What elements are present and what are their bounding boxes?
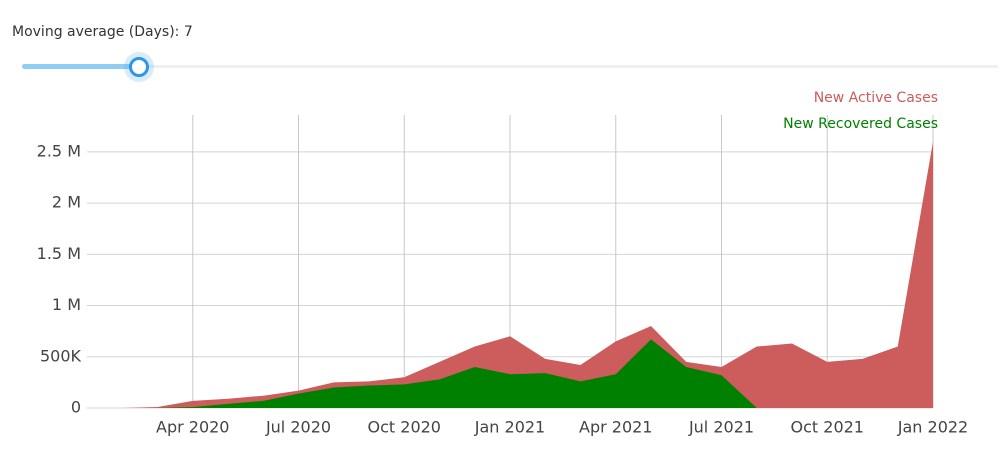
x-tick-label: Jan 2021 xyxy=(474,418,545,437)
slider-rail[interactable] xyxy=(22,65,998,68)
slider-track[interactable] xyxy=(22,64,139,69)
slider-label-text: Moving average (Days): xyxy=(12,24,180,40)
slider-value: 7 xyxy=(183,24,193,40)
y-tick-label: 500K xyxy=(40,346,82,365)
y-tick-label: 0 xyxy=(71,398,81,417)
x-tick-label: Jul 2020 xyxy=(265,418,331,437)
y-tick-label: 1.5 M xyxy=(37,244,81,263)
x-tick-label: Oct 2020 xyxy=(368,418,441,437)
x-tick-label: Apr 2021 xyxy=(579,418,652,437)
y-tick-label: 1 M xyxy=(52,295,81,314)
y-tick-label: 2.5 M xyxy=(37,141,81,160)
slider-handle[interactable] xyxy=(129,57,149,77)
slider-label: Moving average (Days): 7 xyxy=(12,24,193,40)
x-tick-label: Oct 2021 xyxy=(791,418,864,437)
x-tick-label: Jan 2022 xyxy=(897,418,968,437)
x-tick-label: Apr 2020 xyxy=(156,418,229,437)
area xyxy=(87,141,933,409)
y-tick-label: 2 M xyxy=(52,193,81,212)
area xyxy=(87,339,757,408)
legend-entry: New Recovered Cases xyxy=(783,116,938,132)
x-tick-label: Jul 2021 xyxy=(688,418,754,437)
legend-entry: New Active Cases xyxy=(814,90,938,106)
